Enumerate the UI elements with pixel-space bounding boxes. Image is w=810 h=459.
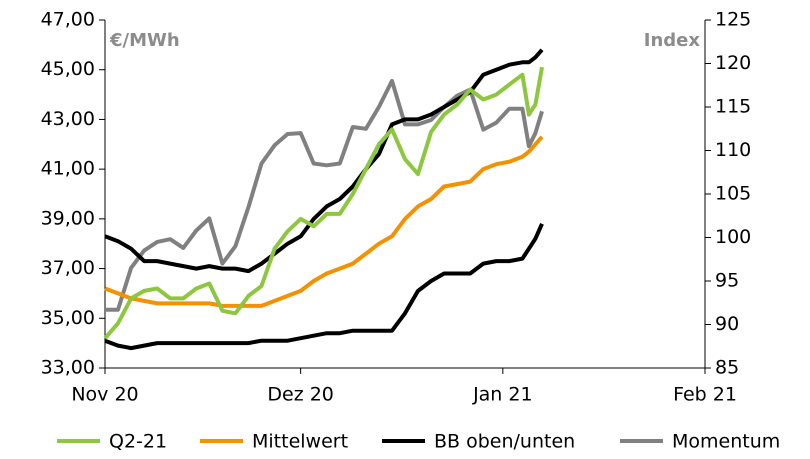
- y-tick-label: 35,00: [41, 307, 95, 329]
- legend-label: Q2-21: [109, 431, 167, 453]
- line: [105, 78, 544, 312]
- y-tick-label: 43,00: [41, 108, 95, 130]
- y-tick-label: 37,00: [41, 257, 95, 279]
- legend-label: Mittelwert: [252, 431, 348, 453]
- x-tick-label: Feb 21: [673, 384, 737, 406]
- y2-tick-label: 115: [715, 96, 751, 118]
- x-tick-label: Nov 20: [71, 384, 138, 406]
- legend-label: Momentum: [672, 431, 780, 453]
- y-unit-label: €/MWh: [109, 30, 180, 51]
- y2-tick-label: 125: [715, 9, 751, 31]
- y-tick-label: 39,00: [41, 207, 95, 229]
- y2-tick-label: 120: [715, 52, 751, 74]
- line: [104, 48, 544, 274]
- x-tick-label: Dez 20: [267, 384, 334, 406]
- x-tick-label: Jan 21: [472, 384, 533, 406]
- y-tick-label: 47,00: [41, 9, 95, 31]
- y-tick-label: 45,00: [41, 58, 95, 80]
- line: [104, 222, 544, 351]
- y2-tick-label: 90: [715, 313, 739, 335]
- y-tick-label: 41,00: [41, 158, 95, 180]
- line: [104, 135, 544, 308]
- y2-tick-label: 85: [715, 357, 739, 379]
- y-tick-label: 33,00: [41, 357, 95, 379]
- line: [103, 66, 544, 340]
- y2-tick-label: 110: [715, 139, 751, 161]
- legend-label: BB oben/unten: [434, 431, 575, 453]
- y2-tick-label: 95: [715, 270, 739, 292]
- y2-tick-label: 105: [715, 183, 751, 205]
- y2-unit-label: Index: [644, 30, 701, 51]
- y2-tick-label: 100: [715, 226, 751, 248]
